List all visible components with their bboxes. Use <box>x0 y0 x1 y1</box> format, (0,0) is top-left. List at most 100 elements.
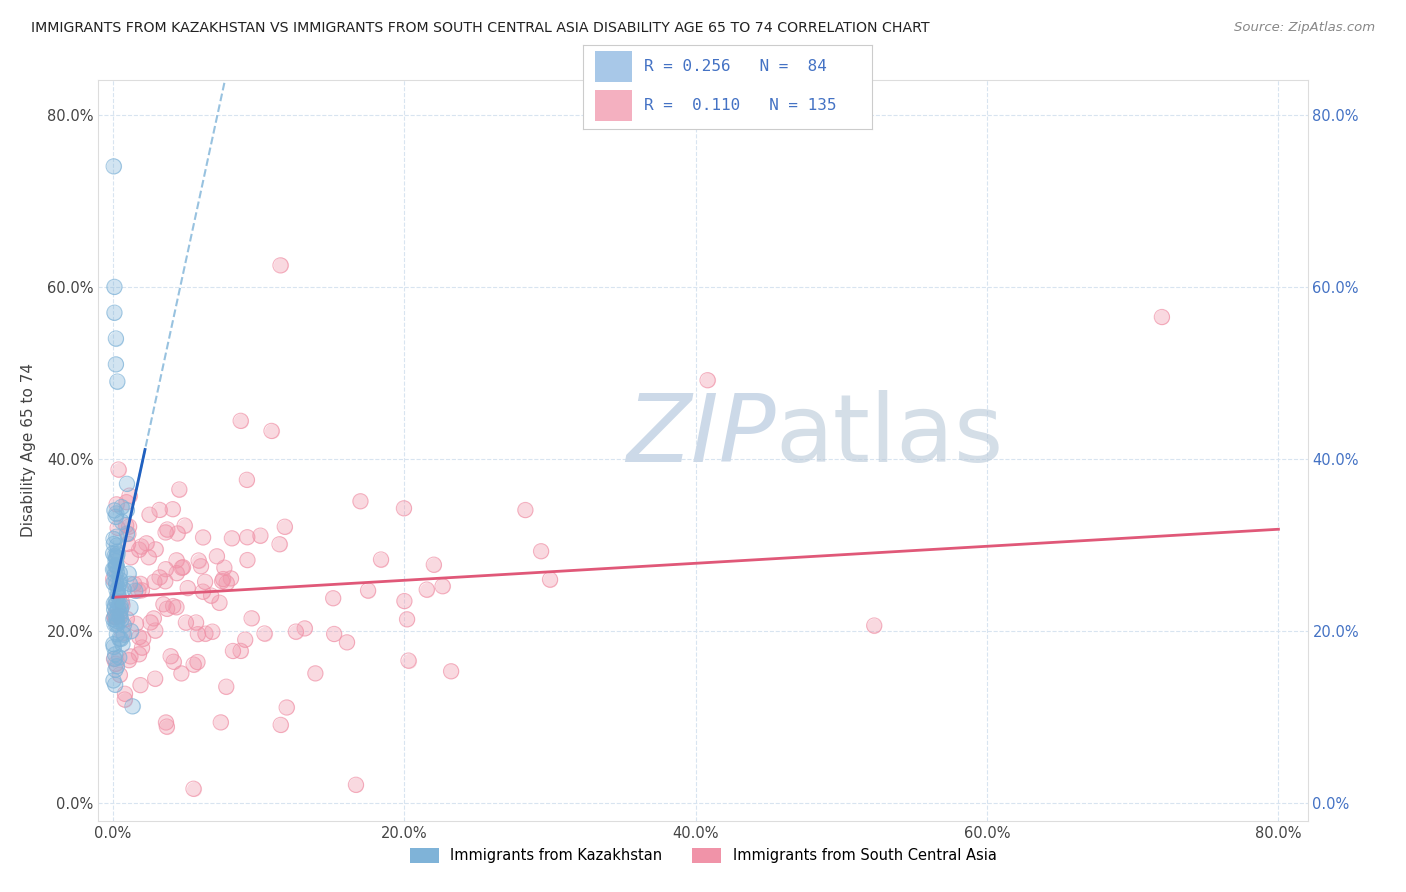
Point <box>108 606 131 620</box>
Point <box>104 599 127 613</box>
Point <box>115 476 138 491</box>
Point <box>205 549 228 564</box>
Point <box>155 574 177 589</box>
Point <box>127 583 149 598</box>
Point <box>149 570 172 584</box>
Point <box>423 558 446 572</box>
Point <box>103 562 125 576</box>
Point <box>155 562 177 576</box>
Point <box>156 601 179 615</box>
Point <box>276 700 298 714</box>
Point <box>139 615 162 630</box>
Point <box>152 597 174 611</box>
Text: R = 0.256   N =  84: R = 0.256 N = 84 <box>644 59 827 74</box>
Point <box>274 520 297 534</box>
Point <box>236 553 259 567</box>
Point <box>118 653 141 667</box>
Point <box>162 502 184 516</box>
Point <box>112 628 135 642</box>
Point <box>103 280 125 294</box>
Point <box>187 627 209 641</box>
Point <box>174 615 197 630</box>
Point <box>103 503 125 517</box>
Point <box>200 589 222 603</box>
Point <box>129 678 152 692</box>
Point <box>515 503 537 517</box>
Point <box>108 576 131 591</box>
Point <box>110 599 132 613</box>
Point <box>108 650 131 665</box>
Point <box>138 550 160 565</box>
Point <box>103 576 125 591</box>
Point <box>515 503 537 517</box>
Point <box>166 553 188 567</box>
Point <box>108 668 131 682</box>
Point <box>115 526 138 541</box>
Point <box>143 624 166 638</box>
Point <box>115 476 138 491</box>
Point <box>111 626 134 640</box>
Point <box>108 591 131 605</box>
Point <box>177 581 200 595</box>
Point <box>1150 310 1173 324</box>
Point <box>108 566 131 580</box>
Point <box>187 627 209 641</box>
Point <box>696 373 718 387</box>
Point <box>201 624 224 639</box>
Point <box>269 537 291 551</box>
Point <box>117 537 139 551</box>
Point <box>103 612 125 626</box>
Point <box>108 650 131 665</box>
Point <box>294 621 316 635</box>
Point <box>194 626 217 640</box>
Point <box>104 607 127 621</box>
Point <box>105 497 128 511</box>
Point <box>115 503 138 517</box>
Point <box>128 648 150 662</box>
Point <box>173 518 195 533</box>
Point <box>120 624 142 639</box>
Point <box>200 589 222 603</box>
Point <box>304 666 326 681</box>
Point <box>270 718 292 732</box>
Point <box>120 550 142 565</box>
Point <box>149 503 172 517</box>
Point <box>211 574 233 589</box>
Point <box>103 160 125 174</box>
Point <box>107 582 129 596</box>
Point <box>103 597 125 611</box>
Point <box>103 673 125 688</box>
Point <box>294 621 316 635</box>
Point <box>108 606 131 620</box>
Point <box>120 624 142 639</box>
Point <box>143 672 166 686</box>
Point <box>270 259 292 273</box>
Text: atlas: atlas <box>776 390 1004 482</box>
Point <box>104 574 127 589</box>
Point <box>105 610 128 624</box>
Point <box>236 530 259 544</box>
Point <box>105 595 128 609</box>
Point <box>138 508 160 522</box>
Point <box>440 665 463 679</box>
Point <box>236 530 259 544</box>
Point <box>107 586 129 600</box>
Point <box>111 599 134 613</box>
Point <box>114 687 136 701</box>
Point <box>107 462 129 476</box>
Point <box>170 561 193 575</box>
Point <box>105 539 128 553</box>
Point <box>104 558 127 573</box>
Point <box>190 559 212 574</box>
Point <box>104 594 127 608</box>
Point <box>370 552 392 566</box>
Point <box>155 525 177 540</box>
Point <box>166 526 188 541</box>
Point <box>108 632 131 646</box>
Point <box>105 507 128 521</box>
Point <box>103 532 125 546</box>
Point <box>170 561 193 575</box>
Point <box>125 616 148 631</box>
Point <box>104 678 127 692</box>
Point <box>105 558 128 573</box>
